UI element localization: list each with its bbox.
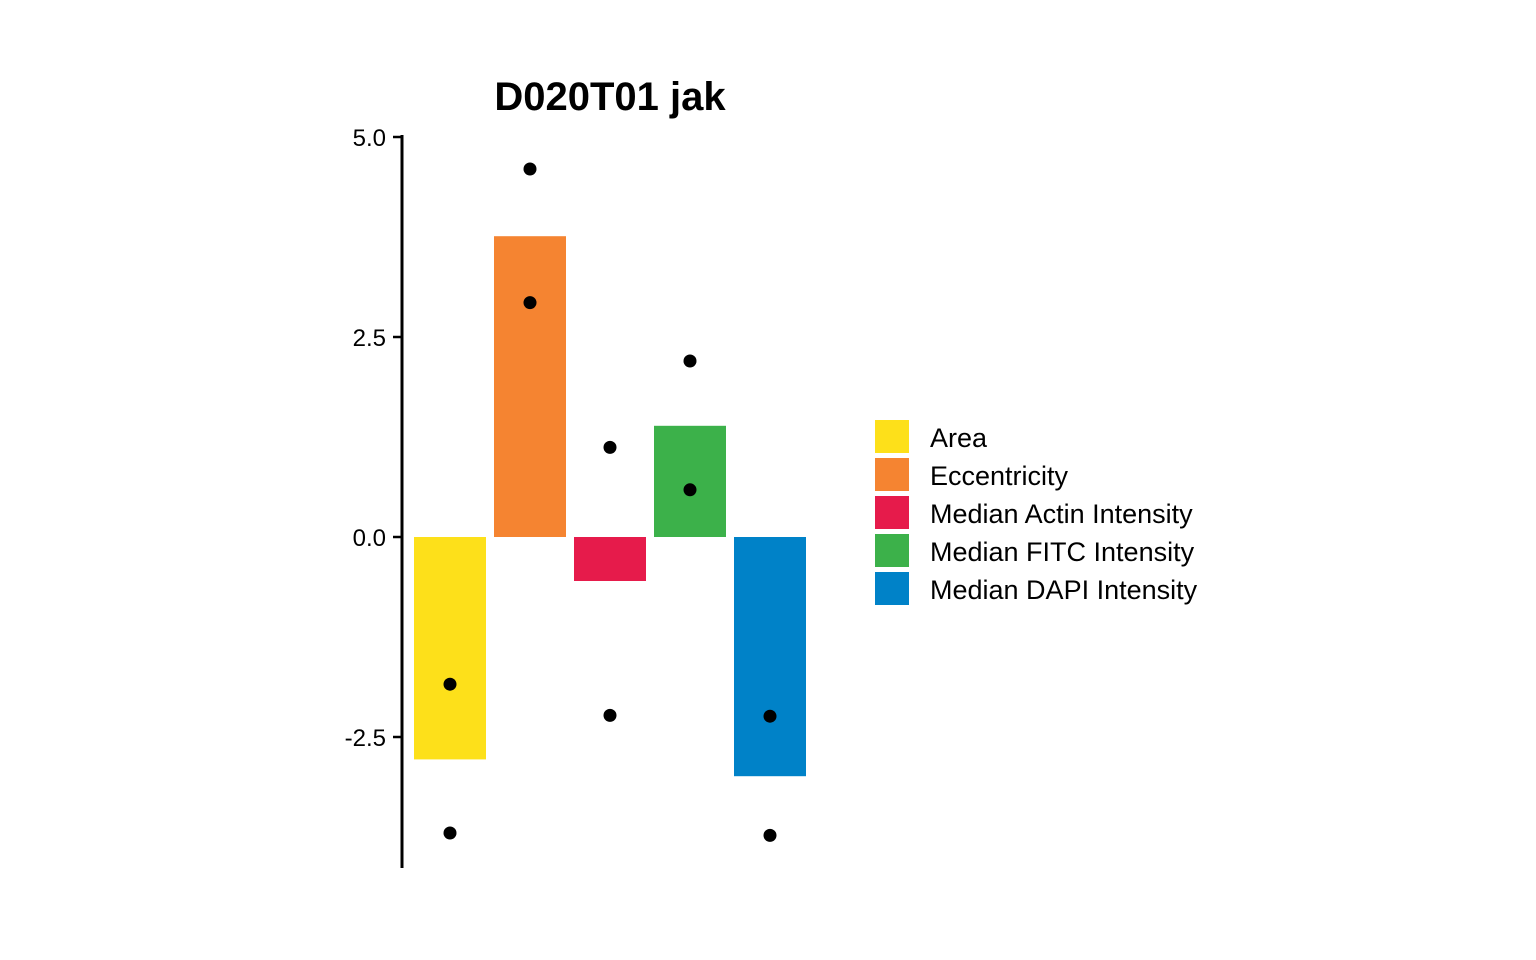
data-point	[443, 677, 457, 691]
data-point	[683, 483, 697, 497]
legend-swatch	[875, 572, 909, 605]
bar-area	[414, 537, 486, 760]
data-point	[523, 162, 537, 176]
legend-swatch	[875, 534, 909, 567]
bar-median-actin-intensity	[574, 537, 646, 581]
chart-title: D020T01 jak	[494, 75, 726, 119]
bar-median-fitc-intensity	[654, 425, 726, 537]
legend-label: Median Actin Intensity	[930, 499, 1193, 529]
legend-label: Area	[930, 423, 988, 453]
data-point	[443, 826, 457, 840]
legend-label: Median FITC Intensity	[930, 537, 1195, 567]
legend-swatch	[875, 420, 909, 453]
y-tick-label: -2.5	[345, 725, 386, 752]
legend-swatch	[875, 496, 909, 529]
bar-eccentricity	[494, 236, 566, 537]
y-tick-label: 5.0	[353, 125, 386, 152]
data-point	[763, 828, 777, 842]
data-point	[763, 709, 777, 723]
plot-area: 5.0 2.5 0.0 -2.5	[345, 125, 806, 868]
data-point	[523, 296, 537, 310]
legend-label: Eccentricity	[930, 461, 1069, 491]
data-point	[603, 440, 617, 454]
data-point	[603, 708, 617, 722]
y-tick-label: 2.5	[353, 325, 386, 352]
legend: Area Eccentricity Median Actin Intensity Me…	[875, 420, 1198, 605]
legend-swatch	[875, 458, 909, 491]
legend-label: Median DAPI Intensity	[930, 575, 1198, 605]
y-tick-label: 0.0	[353, 525, 386, 552]
data-point	[683, 354, 697, 368]
bar-median-dapi-intensity	[734, 537, 806, 777]
